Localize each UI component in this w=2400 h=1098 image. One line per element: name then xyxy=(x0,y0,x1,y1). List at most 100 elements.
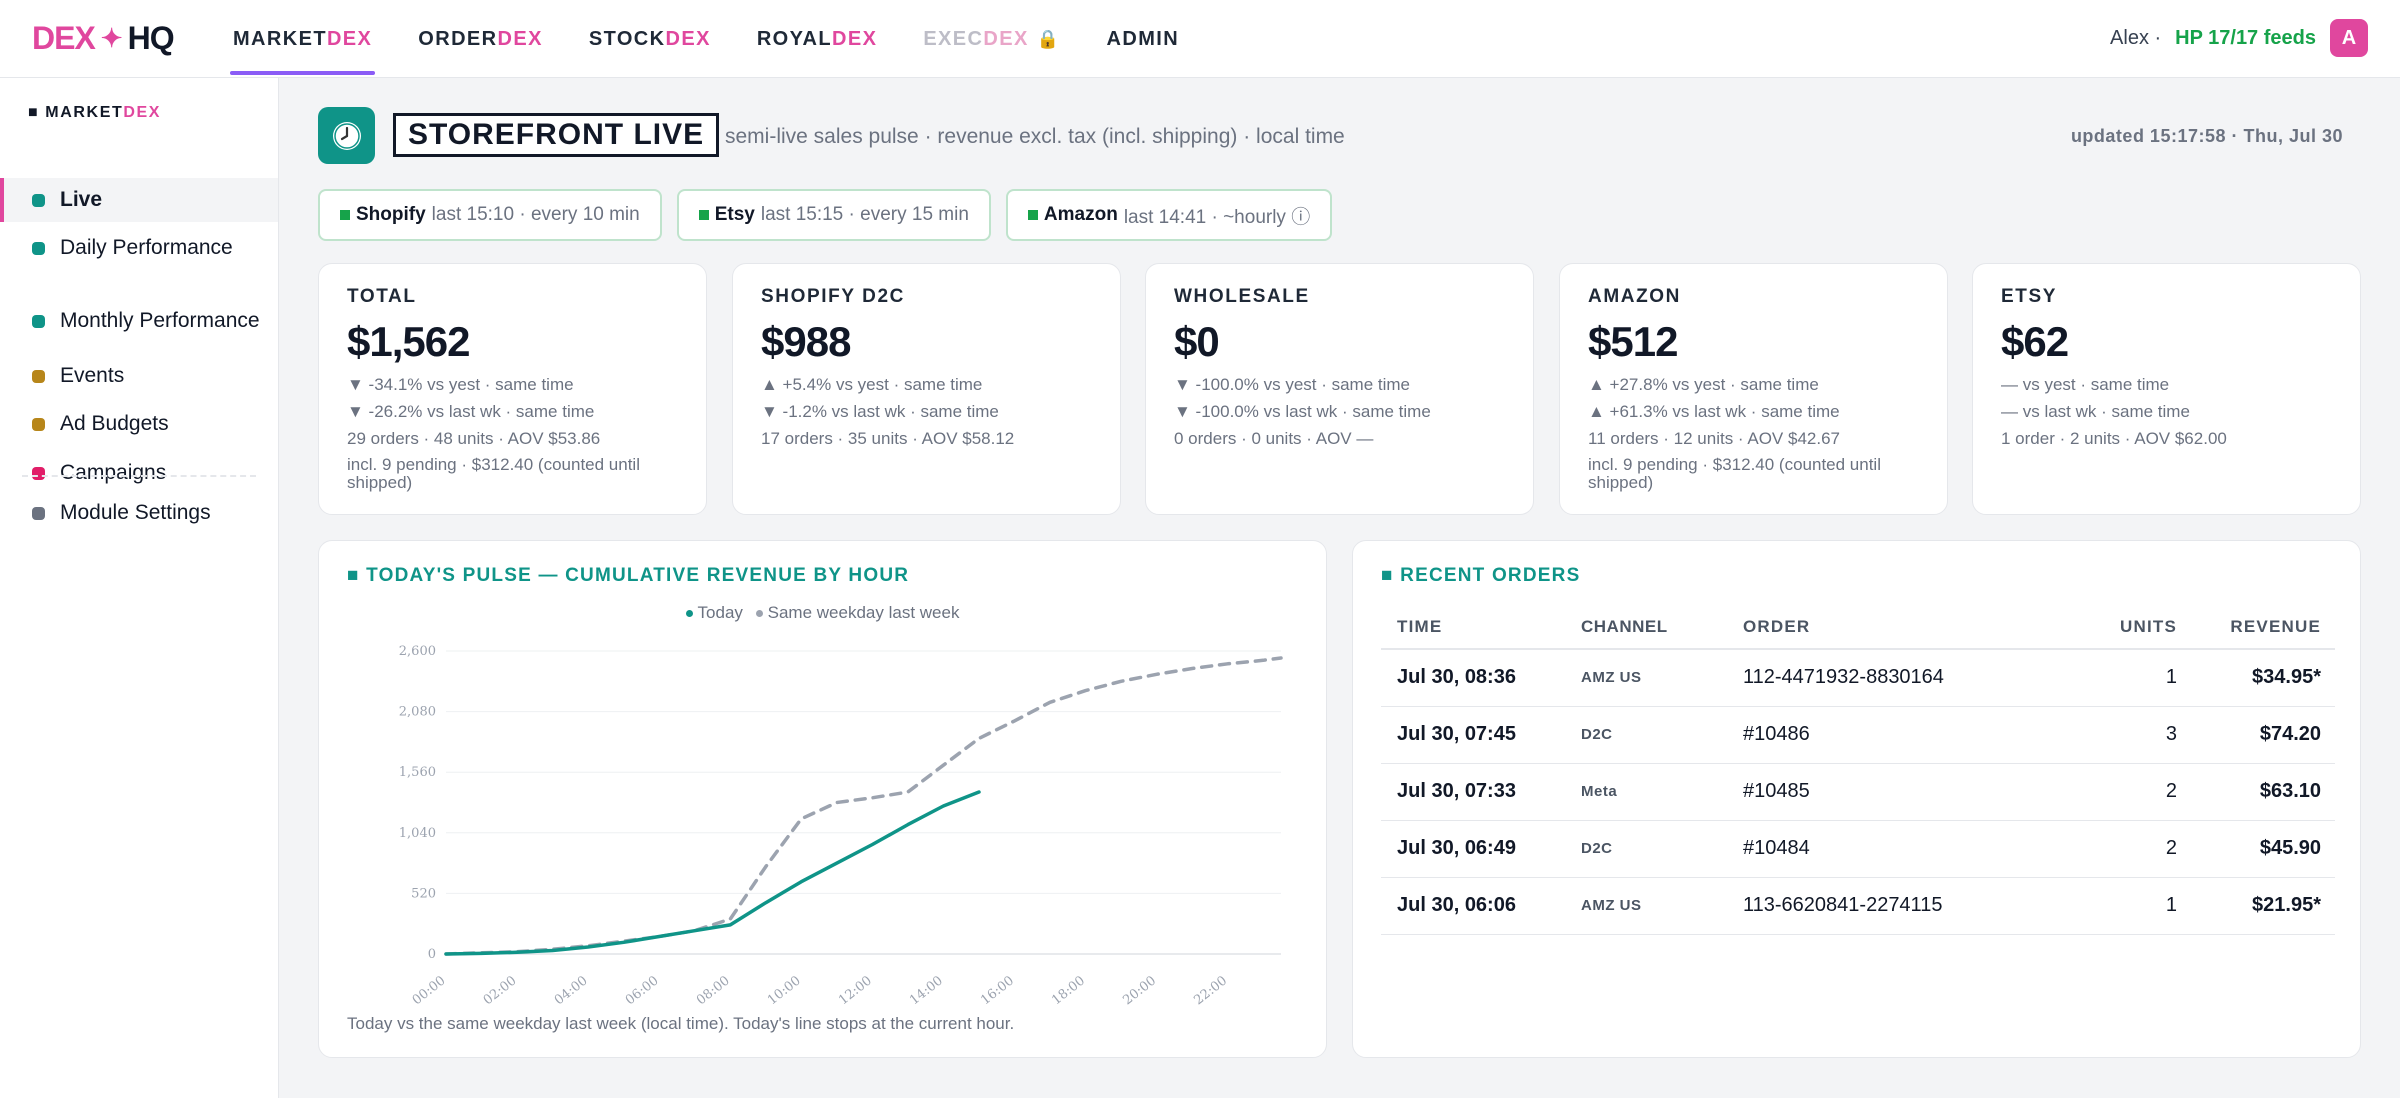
legend-last-week: Same weekday last week xyxy=(755,603,959,622)
orders-title: ■ RECENT ORDERS xyxy=(1381,565,1581,586)
col-time[interactable]: TIME xyxy=(1381,605,1581,650)
feed-status-pills: Shopify last 15:10 · every 10 min Etsy last… xyxy=(318,189,1347,241)
col-channel[interactable]: CHANNEL xyxy=(1581,605,1743,650)
order-id[interactable]: 113-6620841-2274115 xyxy=(1743,877,2043,935)
nav-tab-marketdex[interactable]: MARKET DEX xyxy=(229,0,376,78)
nav-tab-orderdex[interactable]: ORDER DEX xyxy=(418,27,543,50)
series-line-same-weekday-last-week xyxy=(444,656,1283,956)
nav-tab-royaldex[interactable]: ROYAL DEX xyxy=(756,27,878,50)
y-tick-label: 2,080 xyxy=(399,705,436,720)
kpi-card-etsy[interactable]: ETSY $62 — vs yest · same time — vs last wk… xyxy=(1972,263,2361,515)
kpi-label: AMAZON xyxy=(1588,286,1681,307)
x-tick-label: 02:00 xyxy=(481,973,520,1008)
kpi-detail-line: 29 orders · 48 units · AOV $53.86 xyxy=(347,429,601,448)
kpi-card-wholesale[interactable]: WHOLESALE $0 ▼ -100.0% vs yest · same time… xyxy=(1145,263,1534,515)
x-tick-label: 12:00 xyxy=(836,973,875,1008)
kpi-label: SHOPIFY D2C xyxy=(761,286,905,307)
order-time: Jul 30, 08:36 xyxy=(1381,649,1581,707)
x-tick-label: 08:00 xyxy=(694,973,733,1008)
kpi-detail-line: ▼ -34.1% vs yest · same time xyxy=(347,375,574,394)
x-tick-label: 04:00 xyxy=(552,973,591,1008)
feed-pill-amazon[interactable]: Amazon last 14:41 · ~hourly ⓘ xyxy=(1005,189,1333,241)
order-id[interactable]: 112-4471932-8830164 xyxy=(1743,649,2043,707)
sidebar-item-monthly-performance[interactable]: Monthly Performance xyxy=(0,288,278,354)
kpi-detail-line: 0 orders · 0 units · AOV — xyxy=(1174,429,1374,448)
sidebar: ■ MARKETDEX Live Daily Performance Monthly… xyxy=(0,78,279,1098)
clock-icon xyxy=(318,107,375,164)
y-tick-label: 1,560 xyxy=(399,765,436,780)
sidebar-item-ad-budgets[interactable]: Ad Budgets xyxy=(0,401,278,447)
nav-tab-execdex[interactable]: EXEC DEX 🔒 xyxy=(923,27,1061,50)
table-row[interactable]: Jul 30, 06:06 AMZ US 113-6620841-2274115 1 $… xyxy=(1381,877,2335,935)
kpi-card-shopify-d2c[interactable]: SHOPIFY D2C $988 ▲ +5.4% vs yest · same ti… xyxy=(732,263,1121,515)
kpi-card-amazon[interactable]: AMAZON $512 ▲ +27.8% vs yest · same time ▲ … xyxy=(1559,263,1948,515)
sidebar-divider xyxy=(22,475,256,477)
sidebar-item-live[interactable]: Live xyxy=(0,178,278,222)
updated-timestamp: updated 15:17:58 · Thu, Jul 30 xyxy=(2070,126,2343,146)
kpi-card-total[interactable]: TOTAL $1,562 ▼ -34.1% vs yest · same time ▼… xyxy=(318,263,707,515)
order-id[interactable]: #10484 xyxy=(1743,820,2043,878)
order-units: 3 xyxy=(2043,706,2183,764)
order-time: Jul 30, 07:33 xyxy=(1381,763,1581,821)
col-order[interactable]: ORDER xyxy=(1743,605,2043,650)
feed-name: Amazon xyxy=(1043,204,1118,225)
table-header-row: TIME CHANNEL ORDER UNITS REVENUE xyxy=(1381,605,2335,650)
nav-tab-stockdex[interactable]: STOCK DEX xyxy=(588,27,711,50)
sidebar-item-events[interactable]: Events xyxy=(0,353,278,399)
dot-icon xyxy=(32,417,45,431)
kpi-value: $512 xyxy=(1588,318,1678,365)
table-row[interactable]: Jul 30, 07:45 D2C #10486 3 $74.20 xyxy=(1381,706,2335,764)
logo-dex-text: DEX xyxy=(32,20,96,56)
kpi-value: $1,562 xyxy=(347,318,470,365)
kpi-value: $62 xyxy=(2001,318,2069,365)
order-revenue: $21.95* xyxy=(2183,877,2335,935)
table-row[interactable]: Jul 30, 06:49 D2C #10484 2 $45.90 xyxy=(1381,820,2335,878)
feeds-status[interactable]: HP 17/17 feeds xyxy=(2175,26,2316,49)
sidebar-item-label: Ad Budgets xyxy=(60,412,169,435)
dot-icon xyxy=(32,314,45,328)
y-tick-label: 520 xyxy=(411,886,436,901)
kpi-pending-note: incl. 9 pending · $312.40 (counted until… xyxy=(1588,455,1881,492)
kpi-detail-line: 17 orders · 35 units · AOV $58.12 xyxy=(761,429,1015,448)
pulse-chart: 0 520 1,040 1,560 2,080 2,600 00:00 02:00 04:00 0… xyxy=(399,644,1283,1008)
page-subtitle: semi-live sales pulse · revenue excl. ta… xyxy=(725,125,1345,148)
y-tick-label: 0 xyxy=(428,947,436,962)
chart-legend: Today Same weekday last week xyxy=(319,603,1326,623)
x-tick-label: 14:00 xyxy=(907,973,946,1008)
pulse-panel: ■ TODAY'S PULSE — CUMULATIVE REVENUE BY … xyxy=(318,540,1327,1058)
table-row[interactable]: Jul 30, 08:36 AMZ US 112-4471932-8830164 1 $… xyxy=(1381,649,2335,707)
feed-detail: last 15:15 · every 15 min xyxy=(760,204,969,225)
x-tick-label: 18:00 xyxy=(1049,973,1088,1008)
x-tick-label: 16:00 xyxy=(978,973,1017,1008)
sidebar-item-daily-performance[interactable]: Daily Performance xyxy=(0,225,278,271)
dot-icon xyxy=(32,193,45,207)
kpi-label: TOTAL xyxy=(347,286,417,307)
status-square-icon xyxy=(1027,210,1038,220)
nav-tab-admin[interactable]: ADMIN xyxy=(1106,27,1180,50)
col-revenue[interactable]: REVENUE xyxy=(2183,605,2335,650)
col-units[interactable]: UNITS xyxy=(2043,605,2183,650)
lock-icon: 🔒 xyxy=(1036,28,1061,49)
kpi-detail-line: ▲ +5.4% vs yest · same time xyxy=(761,375,983,394)
kpi-value: $988 xyxy=(761,318,851,365)
kpi-label: WHOLESALE xyxy=(1174,286,1310,307)
feed-pill-etsy[interactable]: Etsy last 15:15 · every 15 min xyxy=(676,189,991,241)
table-row[interactable]: Jul 30, 07:33 Meta #10485 2 $63.10 xyxy=(1381,763,2335,821)
app-logo[interactable]: DEX ✦ HQ xyxy=(32,20,175,57)
series-line-today xyxy=(444,790,981,956)
sidebar-item-module-settings[interactable]: Module Settings xyxy=(0,488,278,538)
pulse-title: ■ TODAY'S PULSE — CUMULATIVE REVENUE BY … xyxy=(347,565,910,586)
order-time: Jul 30, 07:45 xyxy=(1381,706,1581,764)
feed-pill-shopify[interactable]: Shopify last 15:10 · every 10 min xyxy=(318,189,662,241)
main-nav: MARKET DEX ORDER DEX STOCK DEX ROYAL DEX EXEC DEX… xyxy=(229,0,1224,78)
dot-icon xyxy=(32,466,45,480)
avatar[interactable]: A xyxy=(2330,19,2368,57)
order-id[interactable]: #10486 xyxy=(1743,706,2043,764)
order-id[interactable]: #10485 xyxy=(1743,763,2043,821)
kpi-detail-line: — vs last wk · same time xyxy=(2001,402,2190,421)
sidebar-item-label: Monthly Performance xyxy=(60,309,260,332)
feed-detail: last 15:10 · every 10 min xyxy=(431,204,640,225)
top-bar: DEX ✦ HQ MARKET DEX ORDER DEX STOCK DEX ROYAL D… xyxy=(0,0,2400,78)
sidebar-item-label: Campaigns xyxy=(60,461,167,484)
feed-detail: last 14:41 · ~hourly ⓘ xyxy=(1123,206,1311,228)
